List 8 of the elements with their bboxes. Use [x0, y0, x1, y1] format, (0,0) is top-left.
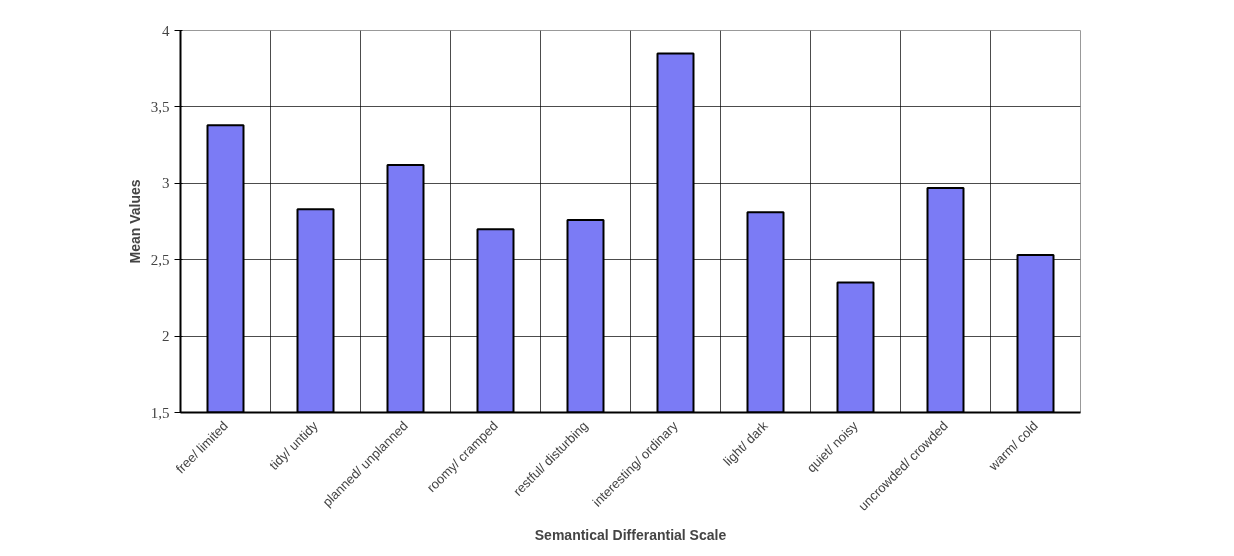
y-tick-label: 3,5 [150, 98, 170, 115]
y-tick-label: 1,5 [150, 404, 170, 421]
y-tick-label: 4 [162, 22, 170, 39]
y-tick-label: 2,5 [150, 251, 170, 268]
x-axis-title: Semantical Differantial Scale [534, 526, 727, 543]
y-tick-label: 2 [162, 328, 170, 345]
y-tick-label: 3 [162, 175, 170, 192]
y-axis-title: Mean Values [126, 179, 143, 264]
